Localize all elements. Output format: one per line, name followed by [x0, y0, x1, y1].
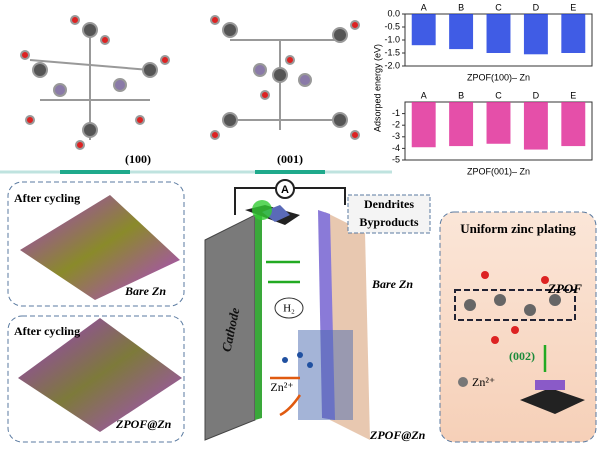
label: ZPOF [547, 281, 582, 296]
panel-label: Bare Zn [124, 284, 166, 298]
x-tick-label: A [421, 90, 427, 100]
bar [561, 102, 586, 147]
bar [449, 14, 474, 50]
label: Byproducts [359, 215, 418, 229]
y-tick-label: -0.5 [384, 21, 400, 31]
panel-label: ZPOF@Zn [115, 417, 172, 431]
bar [523, 102, 548, 150]
x-tick-label: C [495, 90, 502, 100]
y-tick-label: -1.5 [384, 47, 400, 57]
panel-title: Uniform zinc plating [460, 221, 576, 236]
plating-structure [454, 271, 585, 414]
panel-frame [7, 315, 185, 443]
surface-bare [20, 195, 180, 300]
x-tick-label: E [570, 90, 576, 100]
bubble [274, 297, 304, 319]
y-tick-label: 0.0 [387, 8, 400, 18]
label: Zn²⁺ [270, 380, 293, 394]
label: Bare Zn [371, 277, 413, 291]
bar [486, 14, 511, 53]
ammeter-label: A [281, 184, 289, 196]
label-box [347, 194, 431, 234]
y-tick-label: -5 [392, 154, 400, 164]
label: H₂ [283, 303, 295, 315]
bar [523, 14, 548, 55]
facet-label: (001) [277, 152, 303, 166]
label: (002) [509, 349, 535, 363]
bar [449, 102, 474, 147]
label: Zn²⁺ [472, 375, 495, 389]
y-tick-label: -3 [392, 131, 400, 141]
molecule-100 [20, 15, 170, 150]
bar [561, 14, 586, 53]
y-tick-label: -2 [392, 120, 400, 130]
molecule-001 [210, 15, 360, 140]
y-tick-label: -2.0 [384, 60, 400, 70]
x-tick-label: C [495, 2, 502, 12]
x-tick-label: E [570, 2, 576, 12]
bar [486, 102, 511, 144]
y-axis-label: Adsorped energy (eV) [372, 44, 382, 132]
panel-frame [7, 181, 185, 307]
facet-label: (100) [125, 152, 151, 166]
panel-frame [439, 211, 597, 443]
y-tick-label: -4 [392, 143, 400, 153]
bar [411, 14, 436, 46]
label: Dendrites [364, 197, 414, 211]
panel-label: After cycling [14, 324, 80, 338]
x-tick-label: B [458, 90, 464, 100]
x-tick-label: B [458, 2, 464, 12]
y-tick-label: -1.0 [384, 34, 400, 44]
label: ZPOF@Zn [369, 428, 426, 442]
chart-title: ZPOF(001)– Zn [467, 166, 530, 176]
y-tick-label: -1 [392, 108, 400, 118]
x-tick-label: D [533, 2, 540, 12]
x-tick-label: A [421, 2, 427, 12]
battery [204, 179, 370, 441]
x-tick-label: D [533, 90, 540, 100]
chart-title: ZPOF(100)– Zn [467, 72, 530, 82]
bar [411, 102, 436, 148]
panel-label: After cycling [14, 191, 80, 205]
surface-zpof [18, 318, 182, 432]
